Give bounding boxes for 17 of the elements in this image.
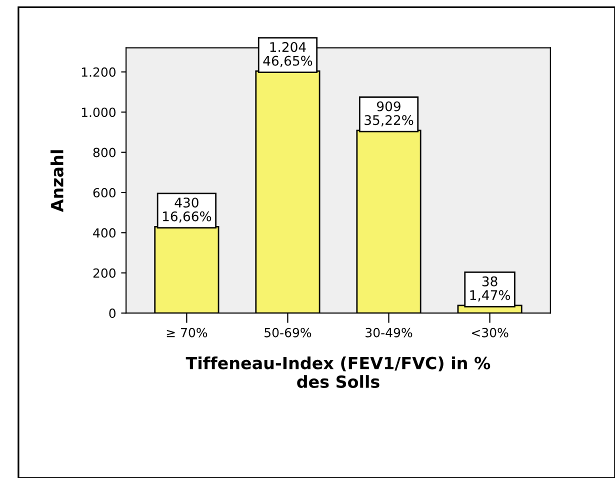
y-tick-label: 200 (93, 268, 116, 278)
x-tick-label: 50-69% (264, 328, 312, 338)
x-axis-title: Tiffeneau-Index (FEV1/FVC) in % des Solls (186, 356, 490, 388)
x-tick-label: 30-49% (366, 328, 412, 338)
y-axis-title: Anzahl (50, 150, 64, 212)
y-tick-label: 800 (93, 148, 116, 158)
data-label: 38 1,47% (470, 276, 510, 302)
data-label: 430 16,66% (162, 198, 212, 223)
y-tick-label: 400 (93, 228, 116, 238)
y-tick-label: 1.200 (82, 67, 116, 77)
x-tick-label: <30% (472, 328, 508, 338)
data-label: 909 35,22% (364, 101, 414, 126)
x-tick-label: ≥ 70% (166, 328, 208, 338)
data-label: 1.204 46,65% (263, 42, 312, 68)
y-tick-label: 0 (109, 308, 116, 318)
y-tick-label: 1.000 (82, 108, 116, 118)
y-tick-label: 600 (93, 188, 116, 198)
